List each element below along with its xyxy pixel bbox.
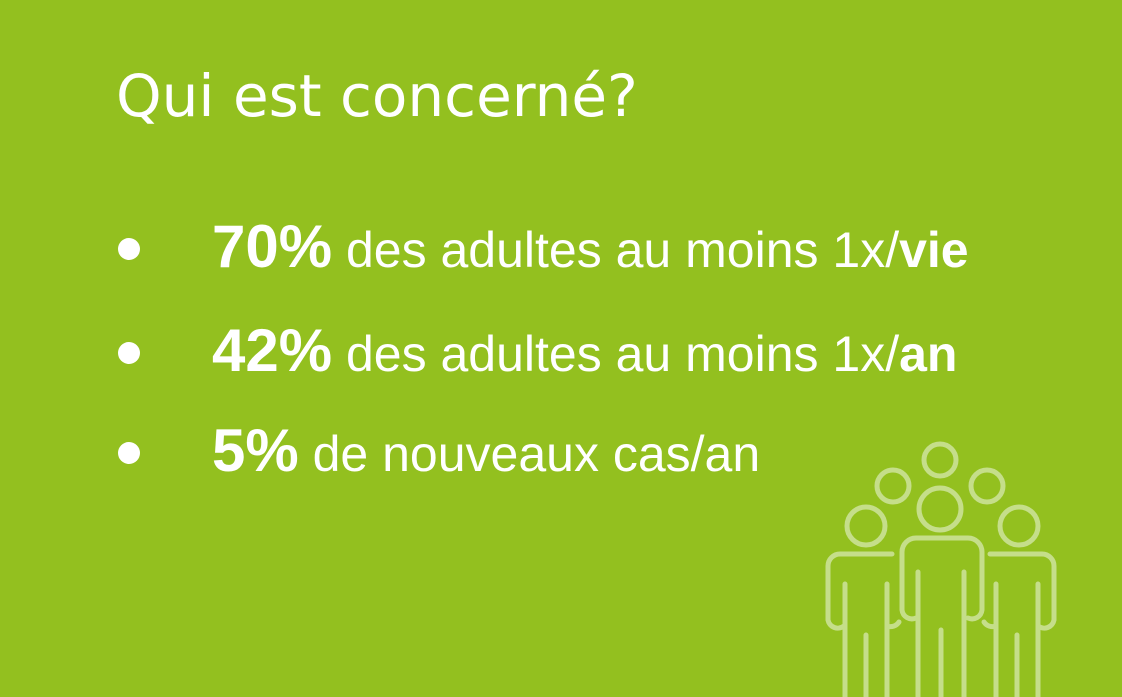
stat-text: des adultes au moins 1x/	[332, 326, 900, 382]
stat-value: 70%	[212, 213, 333, 280]
stat-text: des adultes au moins 1x/	[332, 222, 900, 278]
stat-value: 42%	[212, 317, 333, 384]
stat-value: 5%	[212, 417, 299, 484]
stat-suffix: vie	[899, 222, 969, 278]
page-title: Qui est concerné?	[116, 62, 638, 130]
group-of-people-icon	[825, 441, 1057, 697]
stat-text: de nouveaux cas/an	[298, 426, 761, 482]
bullet-icon	[118, 342, 140, 364]
bullet-icon	[118, 442, 140, 464]
bullet-icon	[118, 238, 140, 260]
stat-suffix: an	[899, 326, 958, 382]
